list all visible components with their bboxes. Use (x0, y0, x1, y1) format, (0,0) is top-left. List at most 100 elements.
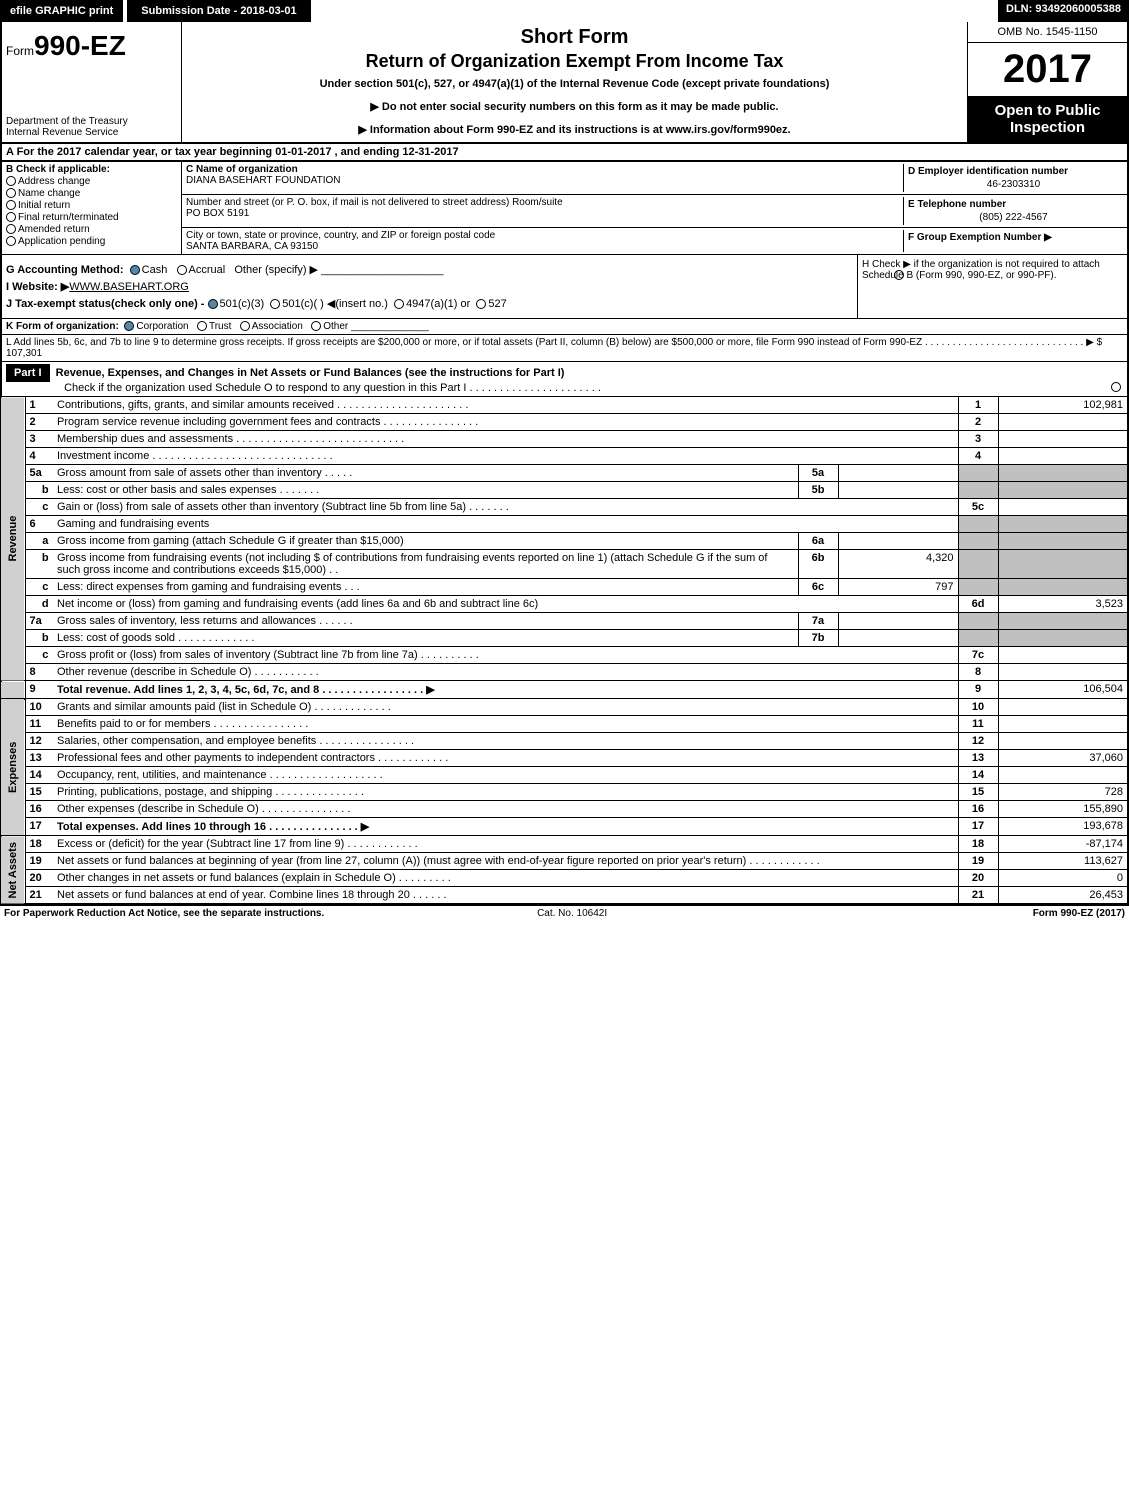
line-12-num: 12 (25, 733, 53, 750)
line-7a-amt-shade (998, 613, 1128, 630)
line-1-num: 1 (25, 397, 53, 414)
line-9-desc: Total revenue. Add lines 1, 2, 3, 4, 5c,… (53, 681, 958, 699)
line-13-num: 13 (25, 750, 53, 767)
check-if-applicable: B Check if applicable: (6, 164, 177, 175)
name-change-checkbox[interactable]: Name change (6, 188, 177, 199)
trust-radio[interactable] (197, 321, 207, 331)
line-6c-shade (958, 579, 998, 596)
line-6b-shade (958, 550, 998, 579)
line-6a-shade (958, 533, 998, 550)
line-14-num: 14 (25, 767, 53, 784)
efile-print-button[interactable]: efile GRAPHIC print (0, 0, 123, 22)
section-b: B Check if applicable: Address change Na… (2, 162, 182, 254)
row-l: L Add lines 5b, 6c, and 7b to line 9 to … (0, 335, 1129, 362)
line-7a-inbox: 7a (798, 613, 838, 630)
form-990ez: 990-EZ (34, 30, 126, 61)
ein-label: D Employer identification number (908, 166, 1119, 177)
line-1-desc: Contributions, gifts, grants, and simila… (53, 397, 958, 414)
website-row: I Website: ▶WWW.BASEHART.ORG (6, 280, 853, 293)
line-16-num: 16 (25, 801, 53, 818)
line-1-box: 1 (958, 397, 998, 414)
line-6a-inval (838, 533, 958, 550)
line-14-amt (998, 767, 1128, 784)
line-12-box: 12 (958, 733, 998, 750)
line-10-box: 10 (958, 699, 998, 716)
other-org-radio[interactable] (311, 321, 321, 331)
line-15-box: 15 (958, 784, 998, 801)
tax-year: 2017 (968, 43, 1127, 96)
line-21-desc: Net assets or fund balances at end of ye… (53, 887, 958, 905)
line-15-num: 15 (25, 784, 53, 801)
rev-side-end (1, 681, 25, 699)
address-change-checkbox[interactable]: Address change (6, 176, 177, 187)
line-16-box: 16 (958, 801, 998, 818)
paperwork-notice: For Paperwork Reduction Act Notice, see … (4, 908, 324, 919)
line-18-desc: Excess or (deficit) for the year (Subtra… (53, 836, 958, 853)
line-6b-desc: Gross income from fundraising events (no… (53, 550, 798, 579)
line-8-desc: Other revenue (describe in Schedule O) .… (53, 664, 958, 681)
line-7c-amt (998, 647, 1128, 664)
line-8-box: 8 (958, 664, 998, 681)
line-8-num: 8 (25, 664, 53, 681)
cash-radio[interactable] (130, 265, 140, 275)
line-2-num: 2 (25, 414, 53, 431)
dln-label: DLN: 93492060005388 (998, 0, 1129, 22)
line-3-desc: Membership dues and assessments . . . . … (53, 431, 958, 448)
line-7b-inbox: 7b (798, 630, 838, 647)
527-radio[interactable] (476, 299, 486, 309)
association-radio[interactable] (240, 321, 250, 331)
line-5b-inbox: 5b (798, 482, 838, 499)
part-i-check: Check if the organization used Schedule … (64, 382, 601, 394)
line-6d-desc: Net income or (loss) from gaming and fun… (53, 596, 958, 613)
tax-exempt-status: J Tax-exempt status(check only one) - 50… (6, 297, 853, 310)
line-4-amt (998, 448, 1128, 465)
line-6c-num: c (25, 579, 53, 596)
form-footer: Form 990-EZ (2017) (1033, 908, 1125, 919)
org-name-label: C Name of organization (186, 164, 903, 175)
line-5a-inbox: 5a (798, 465, 838, 482)
application-pending-checkbox[interactable]: Application pending (6, 236, 177, 247)
form-prefix: Form (6, 44, 34, 58)
line-5a-desc: Gross amount from sale of assets other t… (53, 465, 798, 482)
501c3-radio[interactable] (208, 299, 218, 309)
line-6a-amt-shade (998, 533, 1128, 550)
4947-radio[interactable] (394, 299, 404, 309)
line-7c-desc: Gross profit or (loss) from sales of inv… (53, 647, 958, 664)
line-6c-inval: 797 (838, 579, 958, 596)
line-5c-box: 5c (958, 499, 998, 516)
line-3-box: 3 (958, 431, 998, 448)
amended-return-checkbox[interactable]: Amended return (6, 224, 177, 235)
line-1-amt: 102,981 (998, 397, 1128, 414)
final-return-checkbox[interactable]: Final return/terminated (6, 212, 177, 223)
line-5b-shade (958, 482, 998, 499)
corporation-radio[interactable] (124, 321, 134, 331)
line-6c-inbox: 6c (798, 579, 838, 596)
line-5a-inval (838, 465, 958, 482)
line-9-amt: 106,504 (998, 681, 1128, 699)
website-link[interactable]: WWW.BASEHART.ORG (69, 281, 189, 293)
line-11-box: 11 (958, 716, 998, 733)
line-11-desc: Benefits paid to or for members . . . . … (53, 716, 958, 733)
line-14-box: 14 (958, 767, 998, 784)
address-label: Number and street (or P. O. box, if mail… (186, 197, 903, 208)
line-7b-inval (838, 630, 958, 647)
line-2-box: 2 (958, 414, 998, 431)
line-6a-num: a (25, 533, 53, 550)
line-5b-num: b (25, 482, 53, 499)
line-6b-num: b (25, 550, 53, 579)
line-17-amt: 193,678 (998, 818, 1128, 836)
initial-return-checkbox[interactable]: Initial return (6, 200, 177, 211)
phone-label: E Telephone number (908, 199, 1119, 210)
subtitle: Under section 501(c), 527, or 4947(a)(1)… (190, 78, 959, 90)
instructions-link[interactable]: ▶ Information about Form 990-EZ and its … (190, 123, 959, 136)
line-5b-amt-shade (998, 482, 1128, 499)
schedule-o-checkbox[interactable] (1111, 382, 1121, 392)
accrual-radio[interactable] (177, 265, 187, 275)
line-10-num: 10 (25, 699, 53, 716)
line-17-box: 17 (958, 818, 998, 836)
line-5c-num: c (25, 499, 53, 516)
net-assets-side-label: Net Assets (1, 836, 25, 905)
line-6d-num: d (25, 596, 53, 613)
501c-radio[interactable] (270, 299, 280, 309)
line-3-amt (998, 431, 1128, 448)
